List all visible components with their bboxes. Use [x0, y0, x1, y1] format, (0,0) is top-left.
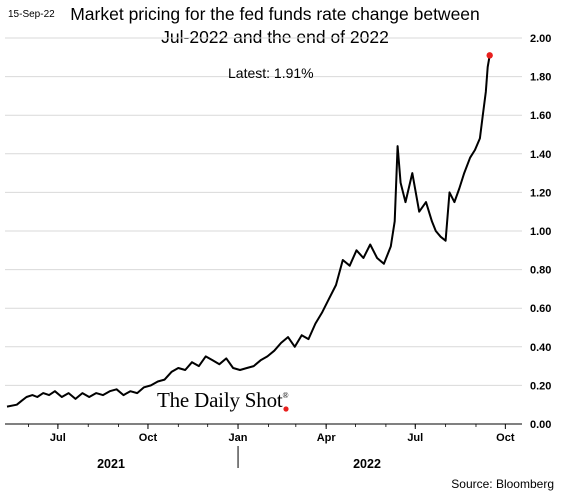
daily-shot-logo: The Daily Shot® [157, 388, 289, 413]
chart-title-line-1: Market pricing for the fed funds rate ch… [70, 4, 480, 24]
gridlines [5, 37, 522, 425]
y-tick-label: 0.40 [530, 342, 551, 354]
year-label-2022: 2022 [353, 457, 381, 471]
x-tick-label: Jul [50, 432, 66, 444]
y-tick-label: 1.00 [530, 226, 551, 238]
y-tick-label: 1.20 [530, 187, 551, 199]
y-tick-label: 0.80 [530, 265, 551, 277]
y-tick-label: 0.20 [530, 380, 551, 392]
y-tick-label: 0.60 [530, 303, 551, 315]
y-tick-label: 0.00 [530, 419, 551, 431]
logo-dot [283, 406, 289, 412]
axes: 0.00 0.20 0.40 0.60 0.80 1.00 1.20 1.40 1.60 1.80… [5, 33, 551, 471]
x-tick-label: Apr [317, 432, 337, 444]
registered-mark: ® [282, 391, 289, 400]
x-tick-label: Jul [407, 432, 423, 444]
series-layer [6, 52, 493, 412]
y-tick-label: 1.60 [530, 110, 551, 122]
y-tick-label: 1.80 [530, 72, 551, 84]
x-tick-label: Jan [229, 432, 248, 444]
date-stamp: 15-Sep-22 [8, 9, 55, 20]
x-tick-label: Oct [139, 432, 158, 444]
x-tick-label: Oct [496, 432, 515, 444]
latest-value-annotation: Latest: 1.91% [228, 65, 314, 81]
latest-point-marker [486, 52, 493, 59]
source-note: Source: Bloomberg [451, 477, 554, 491]
y-tick-label: 2.00 [530, 33, 551, 45]
series-line [6, 55, 491, 408]
chart-title-line-2: Jul-2022 and the end of 2022 [161, 27, 389, 47]
logo-text: The Daily Shot [157, 388, 283, 412]
year-label-2021: 2021 [97, 457, 125, 471]
y-tick-label: 1.40 [530, 149, 551, 161]
